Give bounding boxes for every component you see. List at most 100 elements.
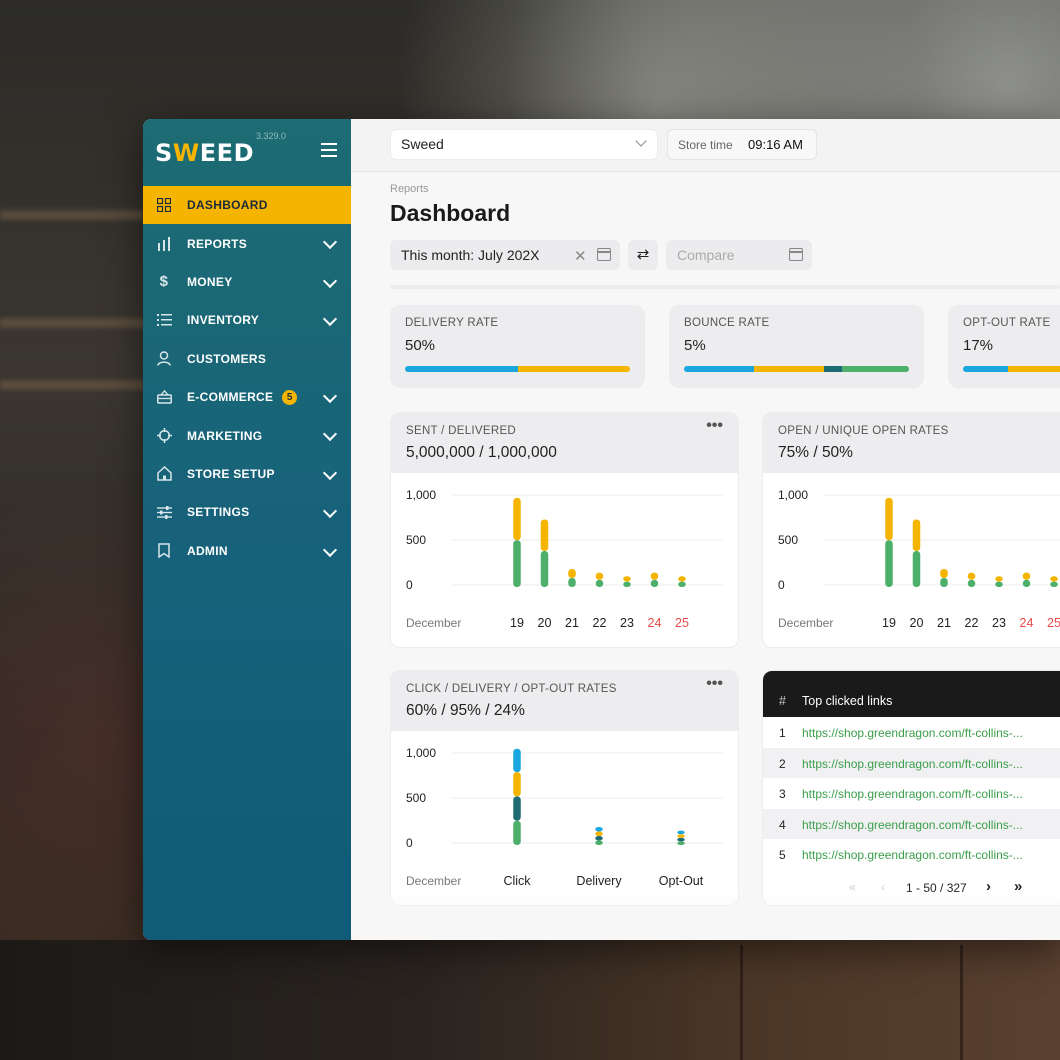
user-icon	[156, 351, 172, 367]
row-number: 3	[779, 787, 786, 802]
chevron-down-icon[interactable]	[322, 235, 338, 250]
bar-segment	[513, 748, 521, 773]
logo[interactable]: SWEED	[155, 139, 254, 167]
calendar-icon[interactable]	[597, 248, 611, 261]
first-page-icon[interactable]: «	[849, 880, 856, 894]
store-time-value: 09:16 AM	[748, 137, 803, 152]
prev-page-icon[interactable]: ‹	[881, 880, 885, 894]
rate-value: 17%	[963, 337, 994, 354]
bar-segment	[677, 830, 685, 835]
row-number: 1	[779, 726, 786, 740]
sidebar-item-admin[interactable]: ADMIN	[143, 532, 351, 570]
store-select-value: Sweed	[401, 136, 444, 152]
bar-segment	[595, 831, 603, 836]
background-counter	[0, 940, 1060, 1060]
row-number: 4	[779, 817, 786, 832]
chart-title: OPEN / UNIQUE OPEN RATES	[778, 425, 949, 437]
chart-headline: 5,000,000 / 1,000,000	[406, 444, 557, 461]
row-link[interactable]: https://shop.greendragon.com/ft-collins-…	[802, 726, 1023, 740]
bar-segment	[595, 572, 604, 580]
background-shelf	[0, 318, 145, 328]
row-link[interactable]: https://shop.greendragon.com/ft-collins-…	[802, 756, 1023, 771]
bar-segment	[540, 551, 549, 587]
row-number: 5	[779, 848, 786, 863]
row-link[interactable]: https://shop.greendragon.com/ft-collins-…	[802, 817, 1023, 832]
open-rates-card: OPEN / UNIQUE OPEN RATES 75% / 50% ••• 1…	[762, 412, 1060, 648]
date-range-field[interactable]: This month: July 202X ✕	[390, 240, 620, 270]
hamburger-menu-icon[interactable]	[321, 143, 337, 157]
row-link[interactable]: https://shop.greendragon.com/ft-collins-…	[802, 848, 1023, 863]
logo-row: SWEED 3.329.0	[155, 131, 339, 171]
grid-icon	[156, 197, 172, 213]
bar-segment	[912, 551, 921, 587]
sidebar-item-customers[interactable]: CUSTOMERS	[143, 340, 351, 378]
x-tick-label: 21	[565, 616, 579, 630]
bar-segment	[595, 836, 603, 841]
store-time: Store time 09:16 AM	[667, 129, 817, 160]
bar-segment	[650, 572, 659, 580]
rate-bar	[963, 366, 1060, 372]
chevron-down-icon[interactable]	[322, 542, 338, 557]
chart-title: SENT / DELIVERED	[406, 425, 517, 437]
x-tick-label: 23	[620, 616, 634, 630]
date-range-value: This month: July 202X	[401, 247, 540, 263]
sidebar-nav: DASHBOARD REPORTS $ MONEY INVENTORY	[143, 186, 351, 570]
x-axis-label: December	[406, 616, 461, 630]
rate-label: DELIVERY RATE	[405, 317, 499, 329]
bounce-rate-card: BOUNCE RATE 5%	[669, 305, 924, 388]
sidebar-item-label: REPORTS	[187, 236, 248, 251]
sidebar-item-settings[interactable]: SETTINGS	[143, 493, 351, 531]
sidebar-item-money[interactable]: $ MONEY	[143, 263, 351, 301]
sidebar-item-reports[interactable]: REPORTS	[143, 224, 351, 262]
bar-segment	[995, 581, 1003, 587]
open-rates-chart: 1,000 500 0 December 19 20 21 22 23 24 25	[778, 488, 1060, 630]
x-tick-label: 19	[510, 616, 524, 630]
table-header: # Top clicked links	[763, 671, 1060, 717]
sidebar-item-store-setup[interactable]: STORE SETUP	[143, 455, 351, 493]
sidebar-item-inventory[interactable]: INVENTORY	[143, 301, 351, 339]
home-icon	[156, 466, 172, 482]
rate-label: BOUNCE RATE	[684, 317, 770, 329]
sidebar-item-label: STORE SETUP	[187, 466, 275, 481]
last-page-icon[interactable]: »	[1014, 878, 1023, 895]
chevron-down-icon[interactable]	[322, 465, 338, 480]
x-tick-label: 19	[882, 616, 896, 630]
bar-segment	[650, 579, 659, 587]
x-tick-label: 25	[1047, 616, 1060, 630]
chevron-down-icon[interactable]	[322, 427, 338, 442]
clear-icon[interactable]: ✕	[574, 248, 587, 265]
bar-segment	[967, 572, 976, 580]
page-title: Dashboard	[390, 200, 511, 226]
sidebar-item-dashboard[interactable]: DASHBOARD	[143, 186, 351, 225]
more-options-icon[interactable]: •••	[706, 675, 723, 692]
more-options-icon[interactable]: •••	[706, 417, 723, 434]
chevron-down-icon[interactable]	[322, 504, 338, 519]
sidebar-item-label: CUSTOMERS	[187, 351, 267, 366]
basket-icon	[156, 389, 172, 405]
swap-dates-button[interactable]: ⇄	[628, 240, 658, 270]
compare-field[interactable]: Compare	[666, 240, 812, 270]
bar-segment	[540, 519, 549, 551]
table-row: 2 https://shop.greendragon.com/ft-collin…	[763, 747, 1060, 779]
breadcrumb[interactable]: Reports	[390, 183, 429, 195]
next-page-icon[interactable]: ›	[986, 878, 991, 895]
sidebar-item-marketing[interactable]: MARKETING	[143, 416, 351, 454]
store-time-label: Store time	[678, 138, 733, 152]
row-link[interactable]: https://shop.greendragon.com/ft-collins-…	[802, 787, 1023, 802]
chevron-down-icon[interactable]	[322, 273, 338, 288]
chart-header: OPEN / UNIQUE OPEN RATES 75% / 50% •••	[763, 413, 1060, 473]
bar-segment	[513, 540, 521, 587]
x-tick-label: 24	[648, 616, 662, 630]
bar-segment	[623, 576, 631, 582]
background-shelf	[0, 210, 145, 220]
x-tick-label: 22	[965, 616, 979, 630]
bar-segment	[1050, 576, 1058, 582]
sidebar-item-e-commerce[interactable]: E-COMMERCE 5	[143, 378, 351, 416]
store-select[interactable]: Sweed	[390, 129, 658, 160]
chevron-down-icon[interactable]	[322, 312, 338, 327]
sent-delivered-chart: 1,000 500 0 December 19 20 21 22 23 24 25	[406, 488, 723, 630]
column-header-number: #	[779, 694, 786, 708]
x-tick-label: 20	[910, 616, 924, 630]
chevron-down-icon[interactable]	[322, 388, 338, 404]
calendar-icon[interactable]	[789, 248, 803, 261]
